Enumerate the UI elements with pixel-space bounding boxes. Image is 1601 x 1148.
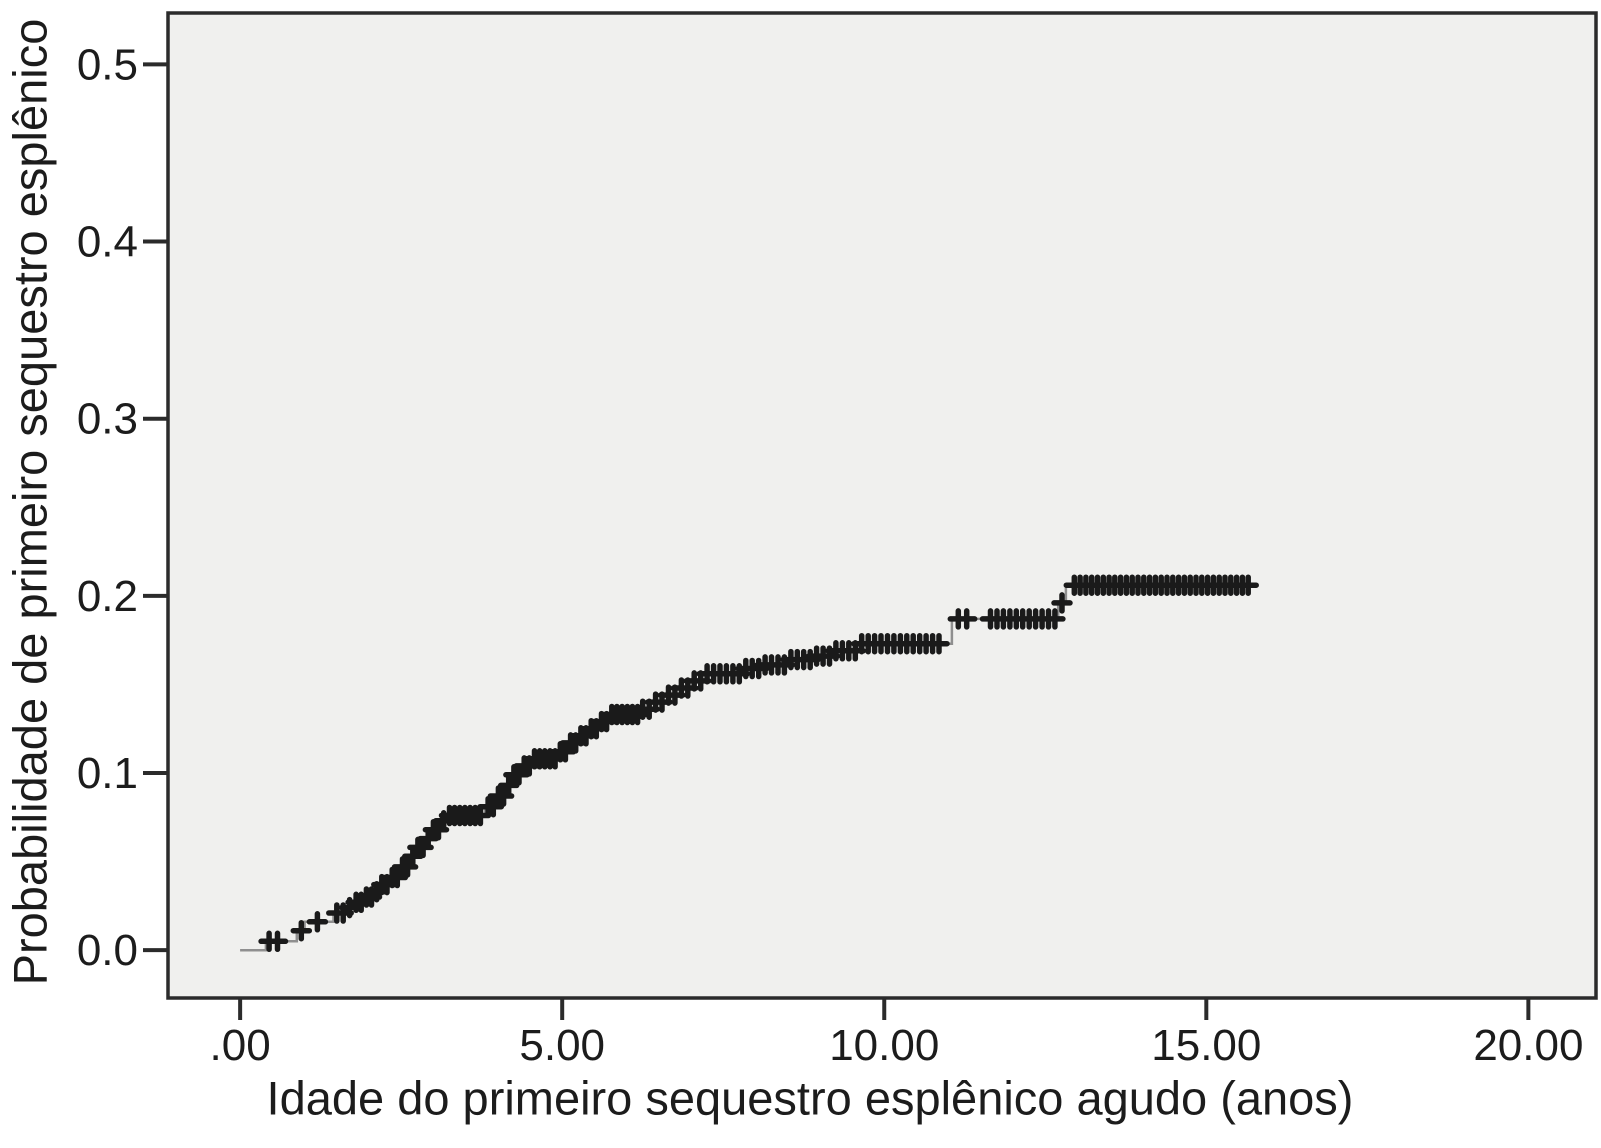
y-axis-tick-label: 0.2	[77, 572, 138, 621]
plot-area	[166, 11, 1598, 1000]
x-axis-tick-label: 5.00	[519, 1021, 605, 1070]
x-axis-title: Idade do primeiro sequestro esplênico ag…	[266, 1071, 1354, 1125]
censor-marks	[258, 574, 1259, 953]
y-axis-tick-label: 0.3	[77, 395, 138, 444]
y-axis-tick-label: 0.0	[77, 926, 138, 975]
x-axis-tick-label: 20.00	[1473, 1021, 1583, 1070]
y-axis-title: Probabilidade de primeiro sequestro espl…	[3, 18, 57, 986]
y-axis-tick-label: 0.1	[77, 749, 138, 798]
x-axis-tick-label: 15.00	[1151, 1021, 1261, 1070]
x-axis-tick-label: .00	[210, 1021, 271, 1070]
y-axis-tick-label: 0.5	[77, 40, 138, 89]
x-axis-tick-label: 10.00	[829, 1021, 939, 1070]
y-axis-tick-label: 0.4	[77, 218, 138, 267]
